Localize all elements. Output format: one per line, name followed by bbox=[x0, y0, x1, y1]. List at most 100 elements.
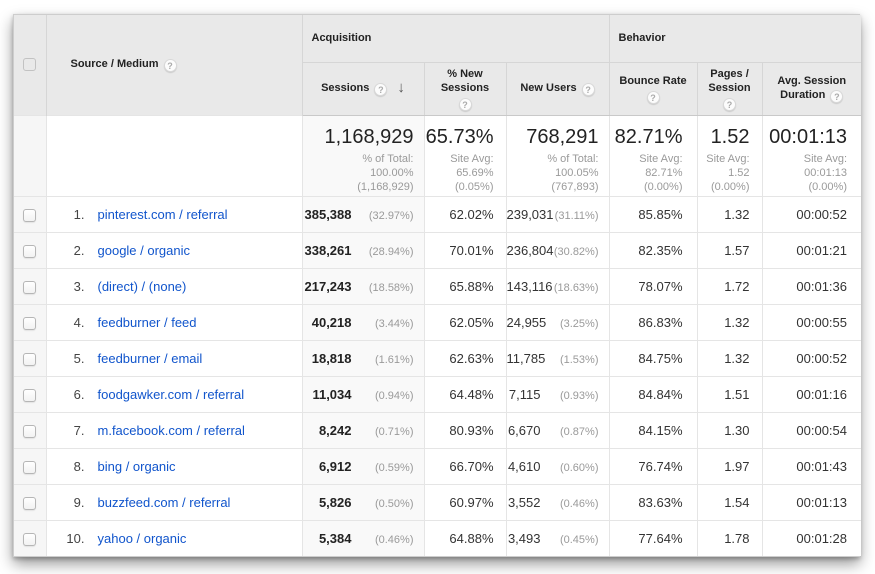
sessions-value: 338,261 bbox=[304, 242, 352, 258]
source-medium-link[interactable]: buzzfeed.com / referral bbox=[97, 494, 231, 510]
avg-duration-cell: 00:00:54 bbox=[761, 411, 861, 448]
source-medium-link[interactable]: google / organic bbox=[97, 242, 191, 258]
sessions-cell: 385,388 (32.97%) bbox=[301, 195, 424, 232]
new-users-cell: 143,116 (18.63%) bbox=[505, 267, 609, 304]
row-checkbox[interactable] bbox=[23, 316, 37, 330]
help-icon[interactable]: ? bbox=[646, 90, 660, 104]
sessions-value: 385,388 bbox=[304, 206, 352, 222]
new-users-percent: (3.25%) bbox=[559, 317, 599, 330]
row-index: 2. bbox=[73, 242, 85, 258]
source-medium-link[interactable]: feedburner / feed bbox=[97, 314, 197, 330]
sessions-percent: (18.58%) bbox=[368, 281, 414, 294]
source-cell: 9. buzzfeed.com / referral bbox=[45, 483, 302, 520]
pages-session-cell: 1.97 bbox=[696, 447, 762, 484]
source-medium-link[interactable]: m.facebook.com / referral bbox=[97, 422, 245, 438]
new-sessions-label: % New Sessions bbox=[440, 67, 490, 94]
avg-duration-cell: 00:01:43 bbox=[761, 447, 861, 484]
summary-pages-session: 1.52 Site Avg: 1.52 (0.00%) bbox=[696, 114, 762, 196]
avg-duration-cell: 00:01:28 bbox=[761, 519, 861, 556]
table-row: 4. feedburner / feed 40,218 (3.44%) 62.05%… bbox=[14, 303, 861, 340]
column-header-avg-duration[interactable]: Avg. Session Duration? bbox=[761, 62, 861, 116]
pages-session-cell: 1.51 bbox=[696, 375, 762, 412]
new-users-cell: 11,785 (1.53%) bbox=[505, 339, 609, 376]
pages-session-cell: 1.54 bbox=[696, 483, 762, 520]
row-index: 1. bbox=[73, 206, 85, 222]
source-medium-link[interactable]: foodgawker.com / referral bbox=[97, 386, 245, 402]
select-all-cell bbox=[14, 15, 47, 115]
column-header-sessions[interactable]: Sessions? ↓ bbox=[302, 62, 424, 116]
data-table: Source / Medium? Acquisition Behavior Se… bbox=[14, 15, 861, 556]
help-icon[interactable]: ? bbox=[374, 83, 388, 96]
summary-sessions: 1,168,929 % of Total: 100.00% (1,168,929… bbox=[301, 114, 424, 196]
source-cell: 6. foodgawker.com / referral bbox=[45, 375, 302, 412]
summary-bounce-rate-subtext: Site Avg: 82.71% (0.00%) bbox=[639, 152, 683, 193]
source-medium-link[interactable]: yahoo / organic bbox=[97, 530, 187, 546]
summary-avg-duration: 00:01:13 Site Avg: 00:01:13 (0.00%) bbox=[761, 114, 861, 196]
summary-new-sessions-subtext: Site Avg: 65.69% (0.05%) bbox=[450, 152, 494, 193]
column-header-new-users[interactable]: New Users? bbox=[505, 62, 609, 116]
sort-descending-icon[interactable]: ↓ bbox=[397, 79, 405, 96]
help-icon[interactable]: ? bbox=[723, 97, 736, 111]
sessions-cell: 217,243 (18.58%) bbox=[301, 267, 424, 304]
source-medium-link[interactable]: feedburner / email bbox=[97, 350, 203, 366]
bounce-rate-cell: 85.85% bbox=[608, 195, 697, 232]
help-icon[interactable]: ? bbox=[458, 97, 472, 111]
column-header-source-medium[interactable]: Source / Medium? bbox=[46, 15, 303, 115]
new-sessions-cell: 62.63% bbox=[423, 339, 506, 376]
row-checkbox[interactable] bbox=[23, 532, 37, 546]
row-index: 6. bbox=[73, 386, 85, 402]
source-medium-link[interactable]: pinterest.com / referral bbox=[97, 206, 228, 222]
new-users-percent: (0.87%) bbox=[559, 425, 599, 438]
column-header-new-sessions[interactable]: % New Sessions? bbox=[423, 62, 506, 116]
group-header-row: Source / Medium? Acquisition Behavior bbox=[14, 15, 861, 115]
row-checkbox[interactable] bbox=[23, 280, 37, 294]
row-checkbox[interactable] bbox=[23, 208, 37, 222]
sessions-percent: (0.71%) bbox=[374, 425, 414, 438]
new-users-cell: 3,493 (0.45%) bbox=[505, 519, 609, 556]
sessions-value: 217,243 bbox=[304, 278, 352, 294]
row-checkbox-cell bbox=[14, 519, 46, 556]
new-users-value: 3,552 bbox=[507, 494, 541, 510]
help-icon[interactable]: ? bbox=[163, 58, 177, 72]
sessions-cell: 11,034 (0.94%) bbox=[301, 375, 424, 412]
sessions-percent: (0.94%) bbox=[374, 389, 414, 402]
source-medium-link[interactable]: (direct) / (none) bbox=[97, 278, 187, 294]
sessions-cell: 6,912 (0.59%) bbox=[301, 447, 424, 484]
row-checkbox[interactable] bbox=[23, 424, 37, 438]
row-index: 10. bbox=[66, 530, 85, 546]
column-header-bounce-rate[interactable]: Bounce Rate? bbox=[608, 62, 697, 116]
source-cell: 3. (direct) / (none) bbox=[45, 267, 302, 304]
source-cell: 4. feedburner / feed bbox=[45, 303, 302, 340]
summary-source-cell bbox=[45, 114, 302, 196]
row-checkbox[interactable] bbox=[23, 388, 37, 402]
pages-session-cell: 1.32 bbox=[696, 303, 762, 340]
sessions-percent: (32.97%) bbox=[368, 209, 414, 222]
row-checkbox[interactable] bbox=[23, 460, 37, 474]
help-icon[interactable]: ? bbox=[581, 83, 595, 96]
select-all-checkbox[interactable] bbox=[23, 58, 37, 72]
summary-new-users: 768,291 % of Total: 100.05% (767,893) bbox=[505, 114, 609, 196]
avg-duration-cell: 00:00:52 bbox=[761, 195, 861, 232]
summary-bounce-rate-value: 82.71% bbox=[614, 125, 683, 148]
source-medium-link[interactable]: bing / organic bbox=[97, 458, 176, 474]
bounce-rate-cell: 86.83% bbox=[608, 303, 697, 340]
column-header-pages-session[interactable]: Pages / Session? bbox=[696, 62, 762, 116]
row-checkbox[interactable] bbox=[23, 352, 37, 366]
new-users-value: 239,031 bbox=[506, 206, 554, 222]
row-index: 7. bbox=[73, 422, 85, 438]
row-checkbox-cell bbox=[14, 195, 46, 232]
sessions-cell: 8,242 (0.71%) bbox=[301, 411, 424, 448]
row-checkbox[interactable] bbox=[23, 244, 37, 258]
source-cell: 1. pinterest.com / referral bbox=[45, 195, 302, 232]
sessions-label: Sessions bbox=[321, 82, 370, 94]
help-icon[interactable]: ? bbox=[830, 90, 844, 103]
sessions-value: 5,384 bbox=[318, 530, 352, 546]
new-users-cell: 3,552 (0.46%) bbox=[505, 483, 609, 520]
row-checkbox[interactable] bbox=[23, 496, 37, 510]
sessions-cell: 338,261 (28.94%) bbox=[301, 231, 424, 268]
summary-new-users-subtext: % of Total: 100.05% (767,893) bbox=[547, 152, 599, 193]
row-checkbox-cell bbox=[14, 375, 46, 412]
bounce-rate-cell: 84.75% bbox=[608, 339, 697, 376]
new-users-cell: 6,670 (0.87%) bbox=[505, 411, 609, 448]
new-users-value: 4,610 bbox=[507, 458, 541, 474]
